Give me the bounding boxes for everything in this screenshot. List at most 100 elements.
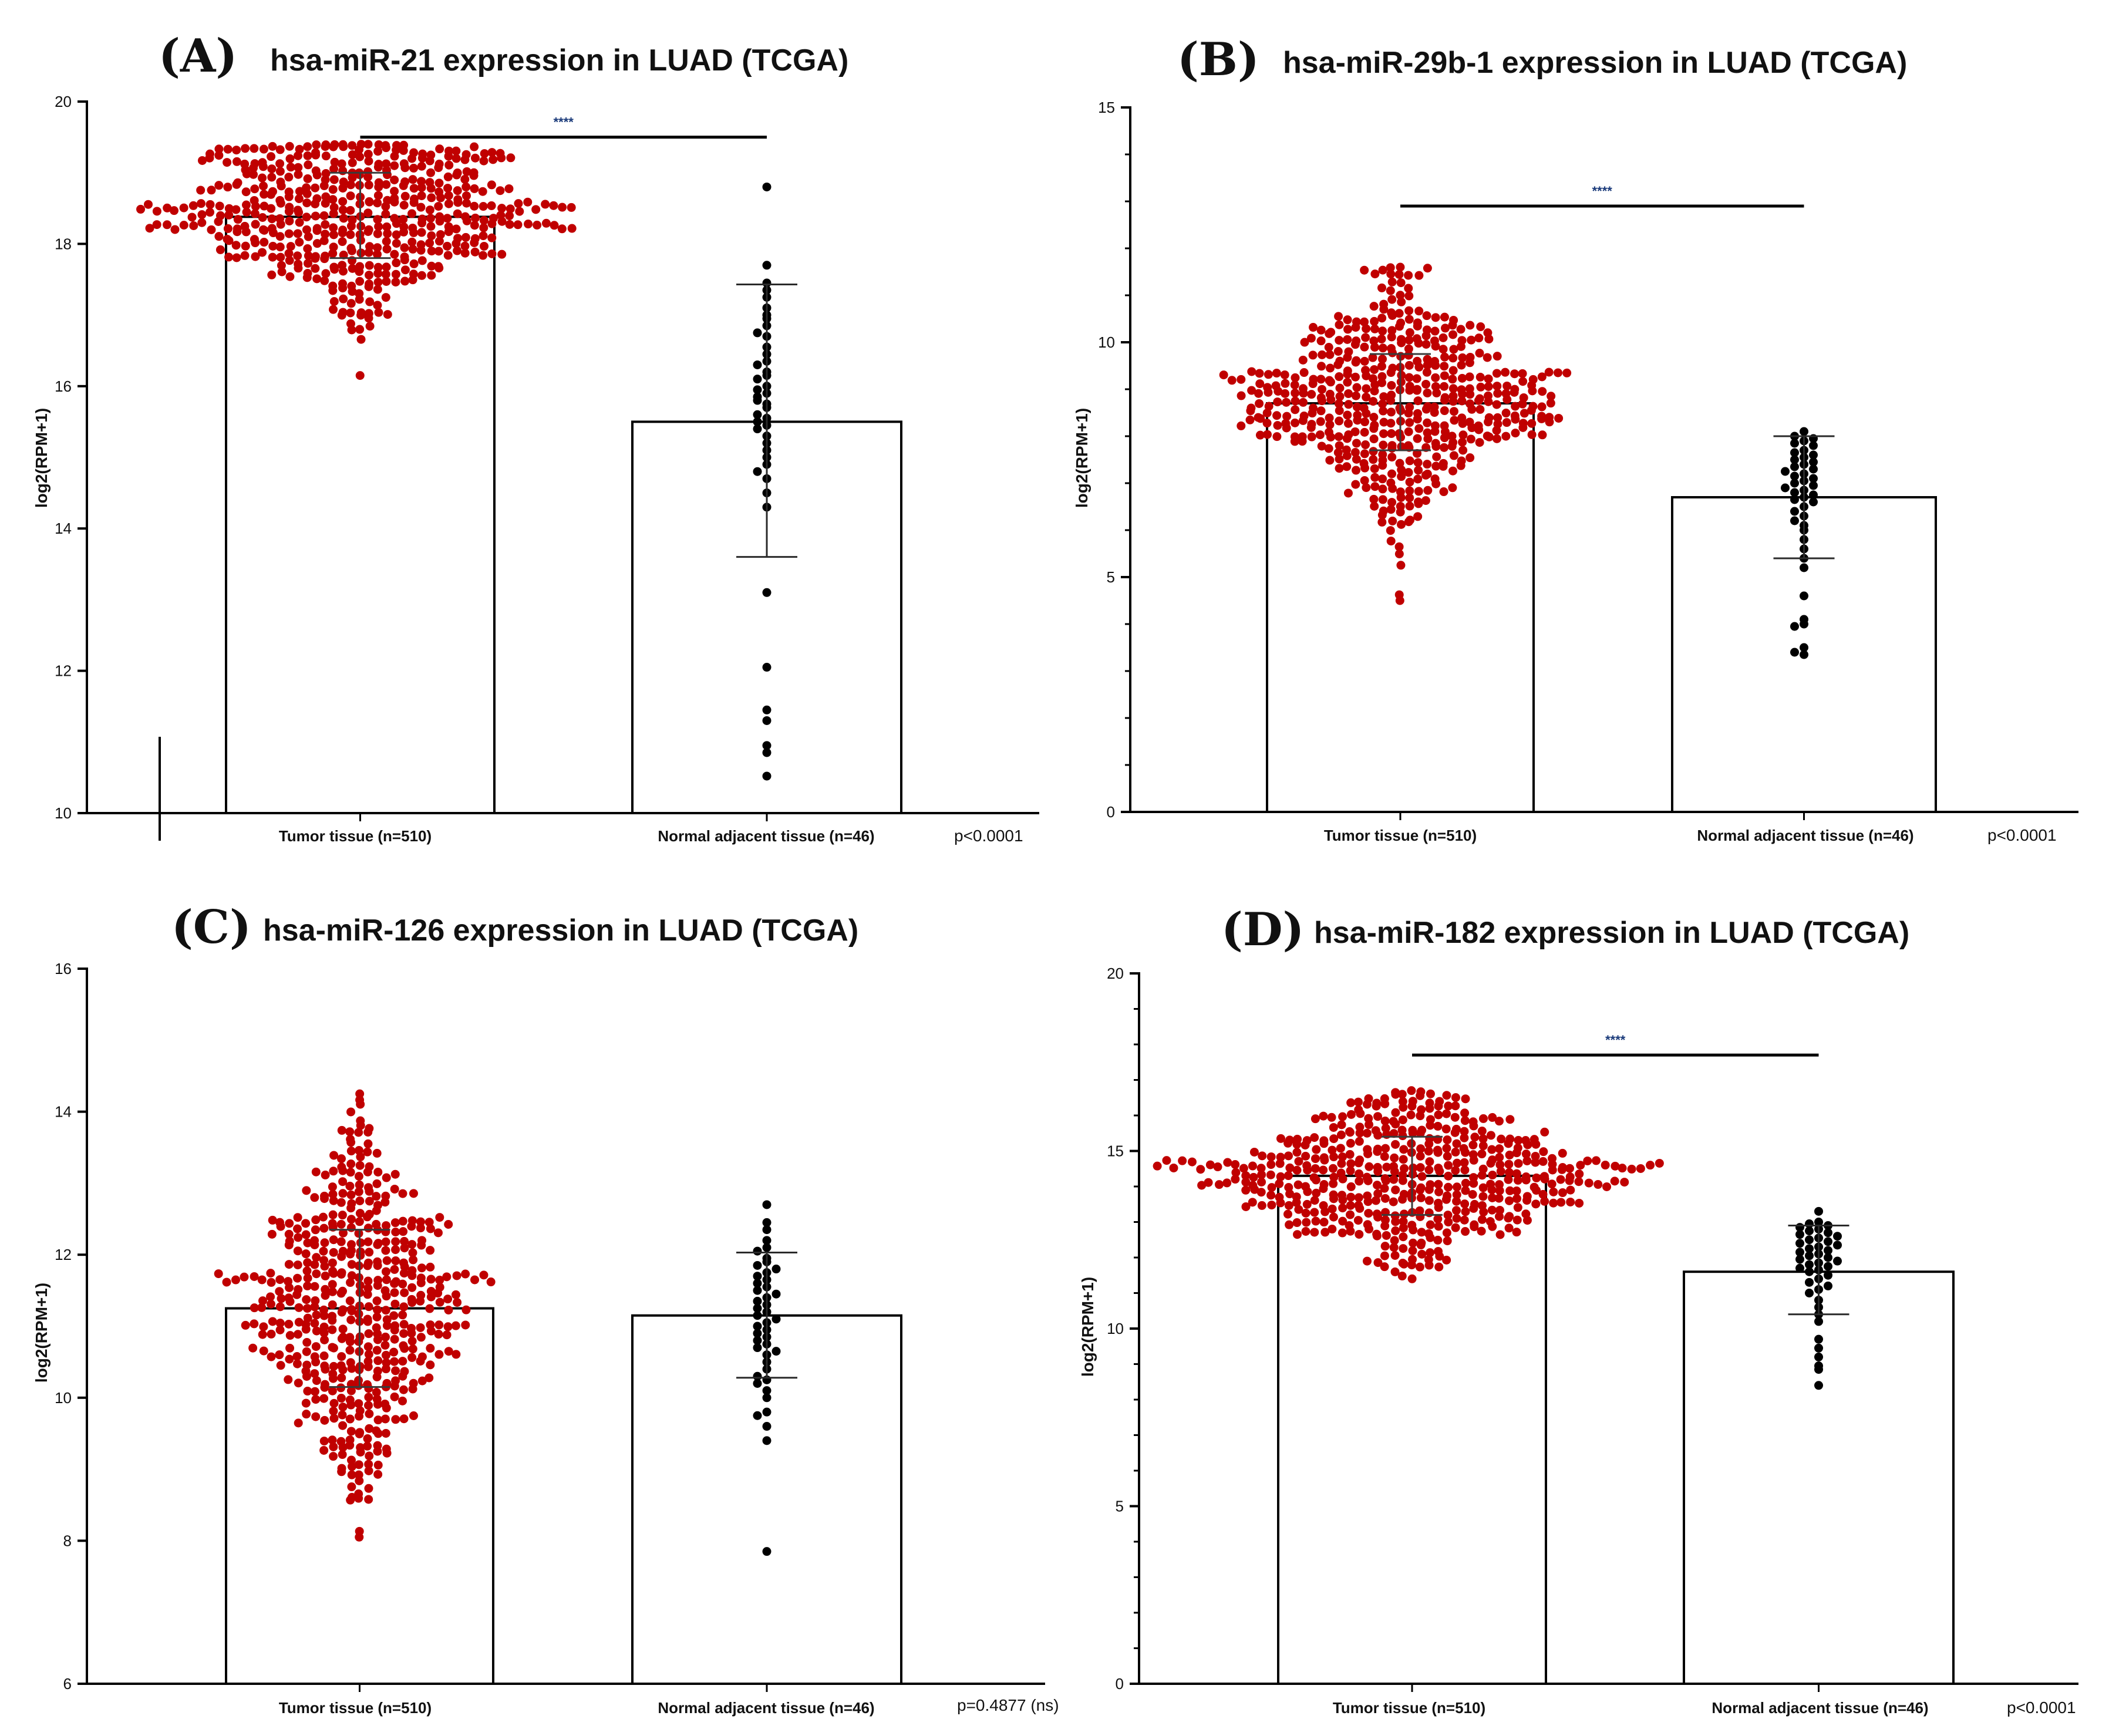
tumor-point	[1457, 456, 1466, 466]
tumor-point	[347, 325, 356, 335]
tumor-point	[205, 200, 215, 209]
tumor-point	[382, 1275, 391, 1285]
tumor-point	[1292, 1165, 1302, 1175]
tumor-point	[1361, 440, 1370, 450]
tumor-point	[1310, 1196, 1319, 1205]
tumor-point	[400, 191, 410, 201]
tumor-point	[531, 205, 541, 214]
normal-point	[753, 1286, 762, 1295]
category-label-tumor: Tumor tissue (n=510)	[279, 1699, 432, 1717]
tumor-point	[337, 1352, 346, 1361]
tumor-point	[1377, 510, 1387, 520]
tumor-point	[1361, 333, 1370, 342]
tumor-point	[1451, 1147, 1460, 1157]
tumor-point	[426, 1360, 435, 1370]
tumor-point	[1257, 1177, 1266, 1186]
tumor-point	[1372, 1101, 1381, 1111]
tumor-point	[1415, 1262, 1424, 1272]
tumor-point	[258, 173, 267, 183]
tumor-point	[1495, 1205, 1504, 1215]
tumor-point	[241, 187, 251, 197]
tumor-point	[390, 214, 399, 223]
tumor-point	[1386, 478, 1396, 488]
tumor-point	[1299, 412, 1309, 421]
tumor-point	[1646, 1161, 1655, 1170]
tumor-point	[409, 163, 419, 173]
tumor-point	[1431, 360, 1440, 370]
tumor-point	[348, 158, 357, 167]
tumor-point	[460, 212, 470, 221]
tumor-point	[303, 1238, 312, 1248]
tumor-point	[523, 197, 533, 207]
tumor-point	[1302, 1218, 1311, 1227]
tumor-point	[1537, 412, 1547, 421]
y-tick-label: 5	[1116, 1498, 1124, 1515]
tumor-point	[1378, 461, 1387, 470]
tumor-point	[1450, 1113, 1460, 1122]
tumor-point	[1421, 470, 1430, 480]
tumor-point	[409, 228, 419, 237]
tumor-point	[364, 1495, 373, 1504]
tumor-point	[215, 201, 224, 211]
tumor-point	[1317, 441, 1326, 451]
tumor-point	[312, 226, 322, 235]
tumor-point	[382, 1292, 391, 1301]
tumor-point	[1512, 1186, 1521, 1196]
tumor-point	[1417, 1125, 1427, 1135]
tumor-point	[380, 1414, 390, 1424]
tumor-point	[373, 1257, 382, 1266]
tumor-point	[390, 1326, 399, 1335]
tumor-point	[1377, 362, 1386, 371]
tumor-point	[1451, 1223, 1460, 1232]
tumor-point	[1373, 1112, 1383, 1121]
tumor-point	[425, 238, 434, 248]
tumor-point	[1342, 451, 1352, 460]
tumor-point	[346, 299, 356, 308]
tumor-point	[363, 227, 373, 236]
tumor-point	[1460, 1199, 1470, 1209]
tumor-point	[1399, 1145, 1409, 1154]
tumor-point	[1448, 330, 1458, 339]
tumor-point	[354, 1146, 363, 1155]
tumor-point	[189, 221, 198, 230]
tumor-point	[1380, 1194, 1390, 1203]
tumor-point	[435, 144, 444, 154]
tumor-point	[1246, 403, 1256, 413]
normal-point	[1795, 1239, 1804, 1248]
tumor-point	[480, 149, 489, 158]
tumor-point	[1369, 455, 1378, 464]
tumor-point	[373, 1415, 383, 1425]
tumor-point	[163, 220, 172, 230]
tumor-point	[1423, 264, 1432, 273]
tumor-point	[1414, 362, 1424, 372]
tumor-point	[1497, 1134, 1506, 1144]
y-axis-title: log2(RPM+1)	[1073, 408, 1091, 508]
tumor-point	[1431, 373, 1440, 382]
tumor-point	[328, 1343, 337, 1352]
tumor-point	[363, 1223, 373, 1233]
tumor-point	[1310, 1208, 1319, 1217]
tumor-point	[398, 1310, 407, 1320]
tumor-point	[1309, 1173, 1319, 1182]
y-tick-label: 12	[55, 662, 72, 680]
normal-point	[1800, 619, 1808, 629]
tumor-point	[1264, 370, 1273, 379]
tumor-point	[1336, 1130, 1346, 1140]
normal-point	[1814, 1352, 1823, 1361]
tumor-point	[443, 1322, 453, 1332]
tumor-point	[329, 1167, 338, 1176]
tumor-point	[1360, 317, 1369, 326]
tumor-point	[1386, 286, 1395, 295]
tumor-point	[266, 1269, 275, 1278]
tumor-point	[1416, 1091, 1425, 1100]
tumor-point	[1549, 1187, 1558, 1196]
tumor-point	[258, 248, 267, 257]
tumor-point	[260, 225, 269, 235]
tumor-point	[1396, 561, 1406, 570]
tumor-point	[312, 1253, 321, 1262]
tumor-point	[1475, 404, 1485, 414]
tumor-point	[427, 247, 436, 256]
tumor-point	[1443, 1152, 1452, 1161]
tumor-point	[294, 1233, 303, 1242]
tumor-point	[1413, 434, 1422, 443]
